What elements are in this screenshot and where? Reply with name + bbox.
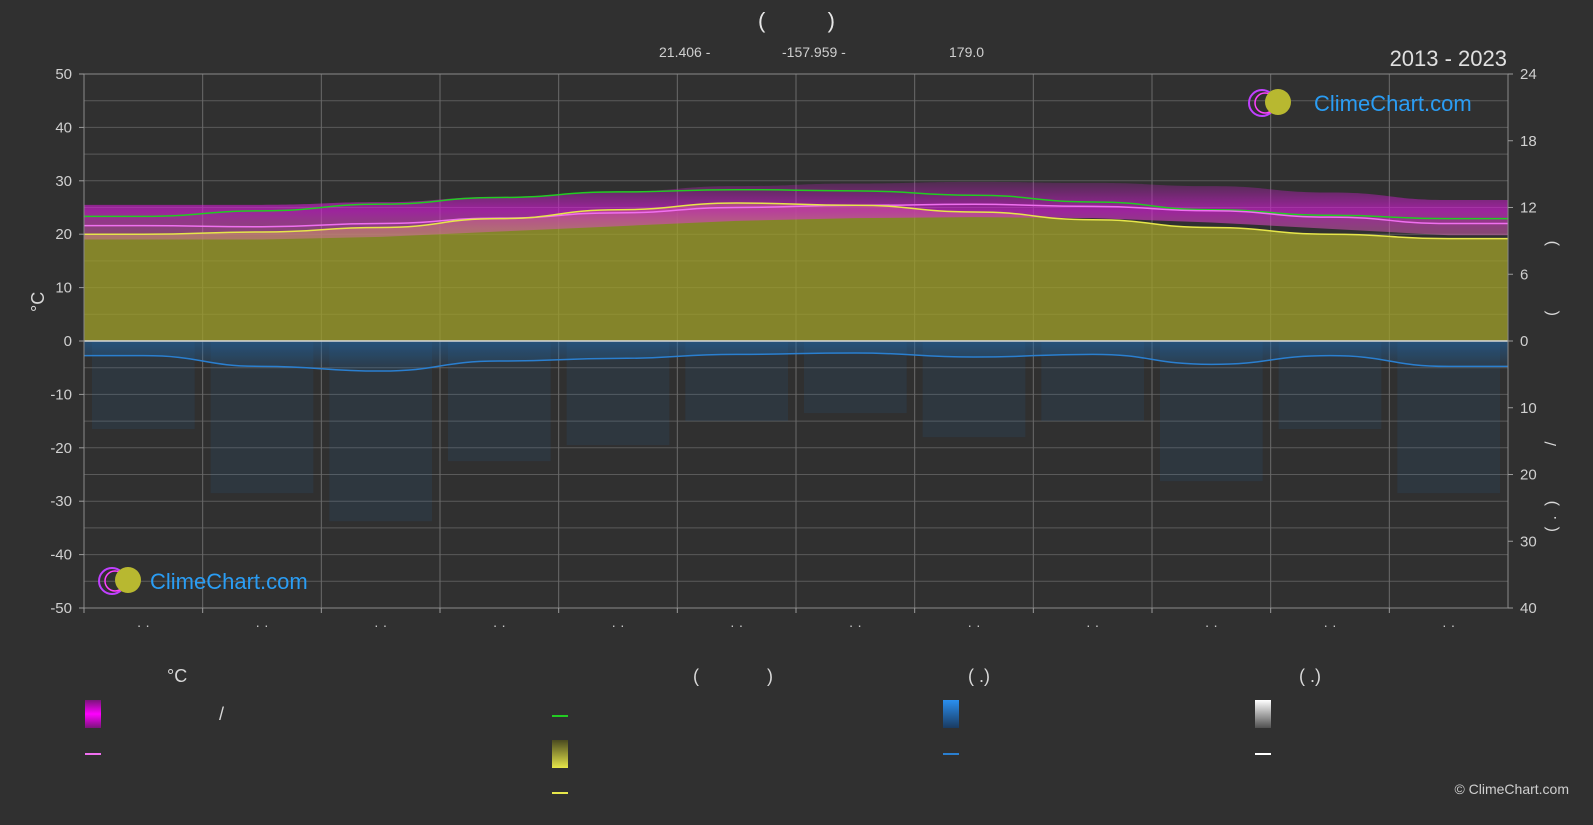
chart-axes: 50 40 30 20 10 0 -10 -20 -30 -40 -50 24 18 12 6 0 10 20 30… [50,66,1536,633]
x-tick-label: · · [730,617,743,633]
chart-title: ( ) [0,8,1593,34]
watermark-bottom: ClimeChart.com [98,567,308,595]
x-tick-label: · · [493,617,506,633]
x-tick-label: · · [255,617,268,633]
longitude-value: -157.959 - [782,44,846,60]
precipitation-bar [685,341,788,422]
logo-sun-icon [115,567,141,593]
legend-daylight-line [552,715,568,717]
legend-precip-swatch [943,700,959,728]
legend-snow-swatch [1255,700,1271,728]
precipitation-line [83,352,1508,372]
left-tick-label: -10 [50,386,72,403]
temperature-mean-line [84,203,1508,228]
precipitation-bar [922,341,1026,438]
right-top-tick-label: 24 [1520,66,1537,83]
latitude-value: 21.406 - [659,44,711,60]
precipitation-bar [210,341,314,494]
legend-precip-line [943,753,959,755]
precipitation-bar [1041,341,1144,422]
legend-temp-mean-line [85,753,101,755]
legend-rain-head: ( .) [968,666,990,686]
right-axis-glyph: ) [1543,501,1560,506]
left-tick-label: -30 [50,493,72,510]
legend-temp-slash: / [219,704,225,724]
right-axis-glyph: / [1543,441,1560,446]
copyright: © ClimeChart.com [1454,781,1569,797]
precipitation-area [84,341,1508,372]
period-label: 2013 - 2023 [1389,46,1507,71]
left-tick-label: 50 [55,66,72,83]
watermark-brand: ClimeChart.com [1314,91,1472,116]
right-axis-glyph: ( [1543,310,1560,316]
x-tick-label: · · [1086,617,1099,633]
left-tick-label: 10 [55,280,72,297]
right-bottom-tick-label: 30 [1520,533,1537,550]
precipitation-bar [566,341,670,446]
legend-snow-line [1255,753,1271,755]
left-tick-label: 20 [55,226,72,243]
left-tick-label: -40 [50,547,72,564]
right-bottom-tick-label: 20 [1520,467,1537,484]
right-axis-glyph: ) [1543,241,1560,246]
right-bottom-tick-label: 40 [1520,600,1537,617]
x-tick-label: · · [967,617,980,633]
left-tick-label: -50 [50,600,72,617]
right-axis-glyph: ( [1543,526,1560,532]
precipitation-bar [1397,341,1500,494]
legend-sunshine-line [552,792,568,794]
x-tick-label: · · [137,617,150,633]
right-bottom-tick-label: 10 [1520,400,1537,417]
sunshine-area [84,203,1508,341]
sunshine-line [84,202,1508,240]
right-top-tick-label: 12 [1520,200,1537,217]
x-tick-label: · · [1205,617,1218,633]
x-tick-label: · · [1442,617,1455,633]
legend-snow-head: ( .) [1299,666,1321,686]
x-tick-label: · · [374,617,387,633]
temperature-range-band [84,181,1508,240]
x-tick-label: · · [849,617,862,633]
chart-lines [83,188,1508,372]
legend-temp-head: °C [167,666,188,686]
precipitation-bar [448,341,551,462]
legend-temp-range-swatch [85,700,101,728]
left-tick-label: 40 [55,119,72,136]
precipitation-bar [92,341,195,430]
logo-sun-icon [1265,89,1291,115]
daylight-line [84,188,1508,220]
left-tick-label: 30 [55,173,72,190]
legend-sun-head-left: ( [693,666,699,686]
title-left-paren: ( [758,8,766,33]
watermark-top: ClimeChart.com [1248,89,1472,117]
precipitation-bar [329,341,432,522]
x-tick-label: · · [1323,617,1336,633]
x-tick-label: · · [611,617,624,633]
precipitation-bar [1278,341,1382,430]
left-tick-label: -20 [50,440,72,457]
precipitation-bar [804,341,907,414]
climate-chart: 50 40 30 20 10 0 -10 -20 -30 -40 -50 24 18 12 6 0 10 20 30… [50,66,1560,633]
right-top-tick-label: 6 [1520,266,1528,283]
left-tick-label: 0 [64,333,72,350]
right-top-tick-label: 0 [1520,333,1528,350]
watermark-brand: ClimeChart.com [150,569,308,594]
title-right-paren: ) [827,8,835,33]
elevation-value: 179.0 [949,44,985,60]
right-top-tick-label: 18 [1520,133,1537,150]
right-axis-glyph: . [1543,516,1560,520]
legend-sunshine-swatch [552,740,568,768]
legend-sun-head-right: ) [767,666,773,686]
